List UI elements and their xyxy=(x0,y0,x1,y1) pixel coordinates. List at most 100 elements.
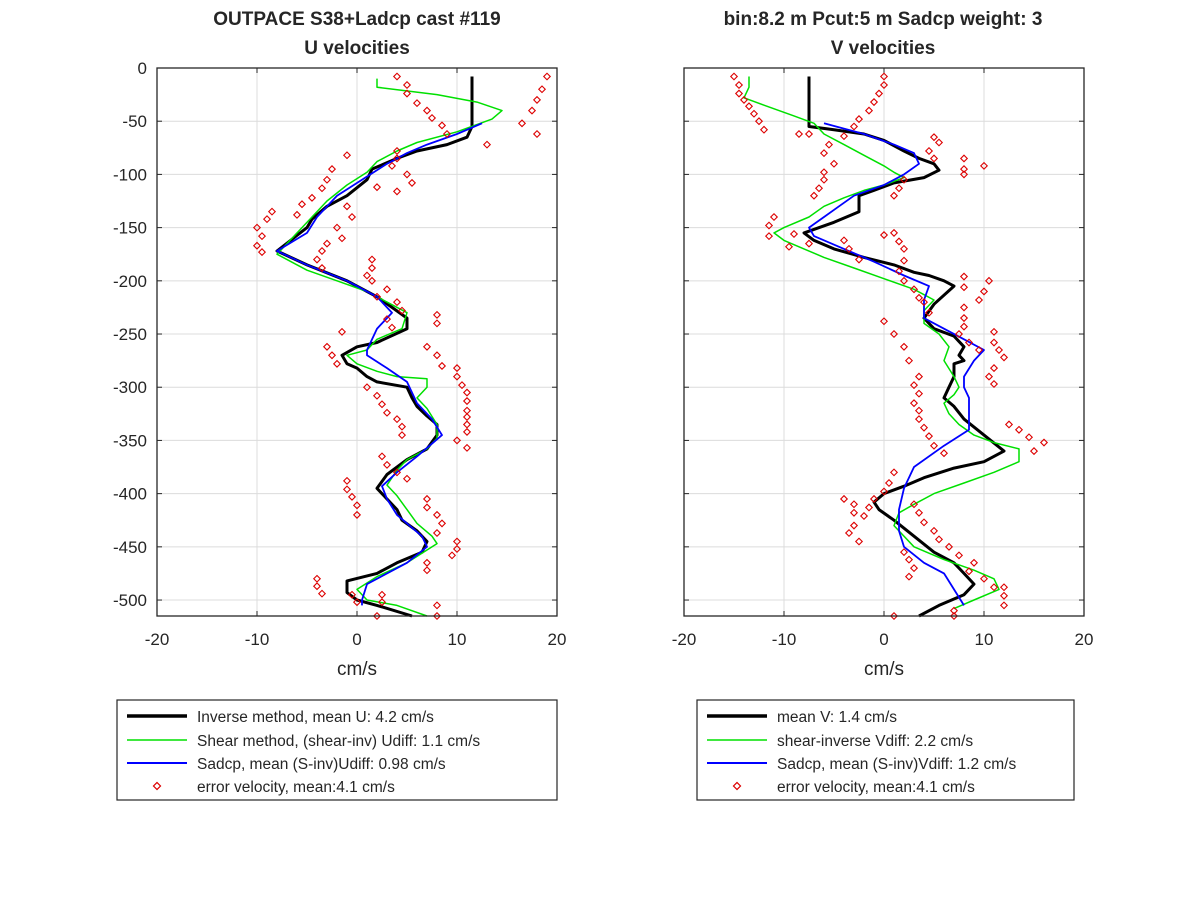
v-error-point xyxy=(754,117,764,126)
v-error-point xyxy=(924,146,934,156)
v-error-point xyxy=(864,106,874,115)
u-error-point xyxy=(392,415,402,424)
u-x-tick-label: -20 xyxy=(145,630,170,649)
v-error-point xyxy=(959,314,969,323)
v-error-point xyxy=(874,89,884,98)
u-error-point xyxy=(457,381,467,390)
u-legend-swatch-error xyxy=(152,781,162,791)
v-error-point xyxy=(804,129,814,139)
u-error-points xyxy=(252,72,552,621)
v-legend: mean V: 1.4 cm/s shear-inverse Vdiff: 2.… xyxy=(696,699,1075,801)
u-error-point xyxy=(257,248,267,257)
v-error-point xyxy=(904,555,914,564)
v-error-point xyxy=(924,432,934,441)
u-error-point xyxy=(462,388,472,397)
v-error-point xyxy=(889,329,899,339)
v-error-point xyxy=(999,591,1009,600)
v-error-point xyxy=(929,526,939,535)
u-error-point xyxy=(322,239,332,248)
v-error-point xyxy=(879,80,889,90)
v-error-point xyxy=(839,494,849,503)
v-error-point xyxy=(924,308,934,317)
v-error-point xyxy=(889,611,899,621)
v-x-tick-label: 10 xyxy=(975,630,994,649)
v-error-point xyxy=(804,239,814,248)
v-error-point xyxy=(934,138,944,147)
u-y-tick-label: -50 xyxy=(122,112,147,131)
u-error-point xyxy=(367,276,377,285)
u-error-point xyxy=(527,106,537,115)
v-error-point xyxy=(879,317,889,326)
v-error-point xyxy=(1024,433,1034,442)
u-error-point xyxy=(462,397,472,406)
u-error-point xyxy=(402,89,412,98)
u-error-point xyxy=(317,246,327,256)
v-error-point xyxy=(734,80,744,90)
v-error-point xyxy=(879,231,889,240)
v-error-point xyxy=(849,500,859,509)
v-error-point xyxy=(979,574,989,583)
u-error-point xyxy=(307,193,317,202)
v-error-point xyxy=(984,276,994,285)
u-x-tick-label: 10 xyxy=(448,630,467,649)
v-error-point xyxy=(849,521,859,530)
u-error-point xyxy=(372,391,382,400)
u-error-point xyxy=(352,501,362,510)
v-error-point xyxy=(954,329,964,339)
u-error-point xyxy=(537,85,547,94)
u-error-point xyxy=(347,492,357,501)
v-error-point xyxy=(734,89,744,98)
u-axes-box xyxy=(156,67,558,617)
v-error-point xyxy=(989,338,999,347)
v-error-point xyxy=(899,342,909,351)
u-error-point xyxy=(452,364,462,373)
v-error-point xyxy=(929,133,939,142)
v-error-point xyxy=(914,508,924,517)
u-x-tick-label: -10 xyxy=(245,630,270,649)
v-error-point xyxy=(849,508,859,517)
u-y-tick-label: -150 xyxy=(113,219,147,238)
v-error-point xyxy=(784,242,794,251)
v-error-point xyxy=(959,165,969,174)
v-error-point xyxy=(909,399,919,408)
v-error-point xyxy=(764,232,774,241)
v-error-point xyxy=(829,159,839,168)
u-error-point xyxy=(387,161,397,170)
u-error-point xyxy=(367,255,377,264)
v-velocity-panel: bin:8.2 m Pcut:5 m Sadcp weight: 3 V vel… xyxy=(672,9,1093,801)
u-error-point xyxy=(462,412,472,422)
u-error-point xyxy=(437,121,447,130)
u-error-point xyxy=(352,510,362,519)
u-error-point xyxy=(517,119,527,128)
u-error-point xyxy=(447,551,457,560)
v-error-point xyxy=(879,72,889,81)
u-inverse-line xyxy=(275,76,474,618)
v-error-point xyxy=(739,95,749,104)
v-error-point xyxy=(894,184,904,193)
v-error-point xyxy=(869,98,879,107)
u-sadcp-line xyxy=(276,122,483,606)
v-error-point xyxy=(889,228,899,237)
u-error-point xyxy=(377,598,387,607)
v-error-point xyxy=(959,283,969,292)
v-error-point xyxy=(859,511,869,521)
u-error-point xyxy=(342,202,352,211)
u-error-point xyxy=(462,443,472,452)
u-error-point xyxy=(442,129,452,139)
v-error-point xyxy=(864,503,874,512)
u-error-point xyxy=(332,223,342,232)
v-error-point xyxy=(979,161,989,170)
v-error-point xyxy=(914,389,924,398)
u-error-point xyxy=(452,372,462,381)
v-sadcp-line xyxy=(808,122,985,606)
u-error-point xyxy=(402,170,412,179)
u-error-point xyxy=(432,601,442,610)
u-error-point xyxy=(347,590,357,599)
u-error-point xyxy=(322,175,332,184)
v-error-point xyxy=(894,267,904,276)
u-error-point xyxy=(432,510,442,519)
v-error-point xyxy=(839,236,849,245)
u-error-point xyxy=(452,537,462,546)
u-shear-line xyxy=(276,78,503,617)
v-error-point xyxy=(894,237,904,246)
